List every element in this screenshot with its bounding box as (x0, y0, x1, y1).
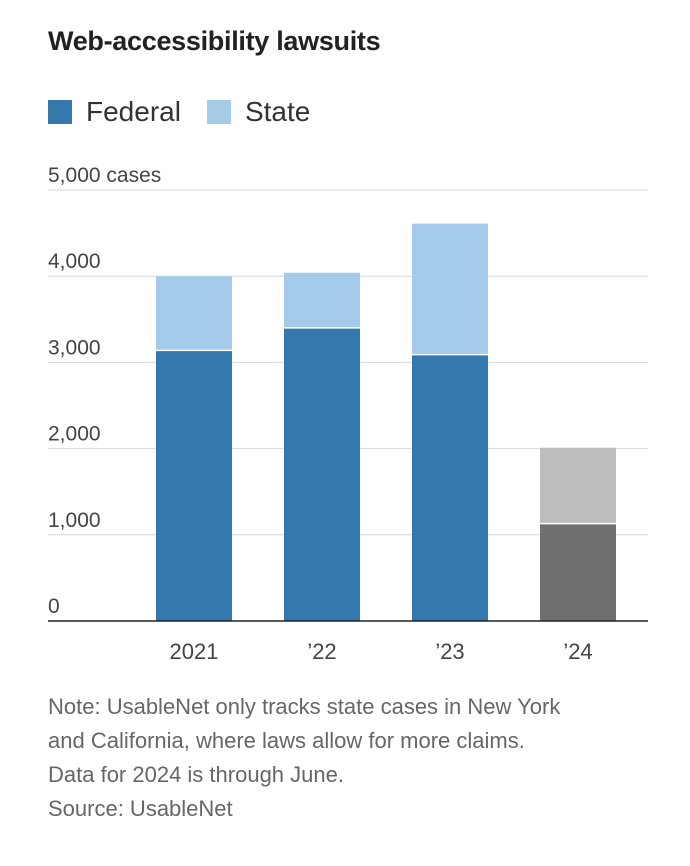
note-line: and California, where laws allow for mor… (48, 728, 525, 753)
bar-state (284, 272, 360, 328)
bar-federal (284, 327, 360, 621)
chart-note: Note: UsableNet only tracks state cases … (48, 690, 658, 826)
source-line: Source: UsableNet (48, 796, 233, 821)
y-tick-label: 1,000 (48, 509, 101, 532)
bar-federal (540, 523, 616, 621)
y-tick-label: 5,000 cases (48, 164, 161, 187)
legend-swatch-federal (48, 100, 72, 124)
x-tick-label: ’22 (307, 639, 336, 664)
bar-state (540, 447, 616, 524)
y-tick-label: 4,000 (48, 250, 101, 273)
legend-swatch-state (206, 100, 231, 124)
legend: Federal State (48, 96, 336, 128)
bar-federal (156, 350, 232, 621)
bar-state (156, 276, 232, 351)
x-tick-label: ’24 (563, 639, 592, 664)
y-tick-label: 2,000 (48, 423, 101, 446)
legend-label-federal: Federal (86, 96, 181, 127)
note-line: Note: UsableNet only tracks state cases … (48, 694, 561, 719)
x-tick-label: ’23 (435, 639, 464, 664)
legend-item-state: State (206, 96, 311, 128)
bar-federal (412, 354, 488, 621)
y-tick-label: 0 (48, 595, 60, 618)
note-line: Data for 2024 is through June. (48, 762, 344, 787)
y-tick-label: 3,000 (48, 336, 101, 359)
legend-item-federal: Federal (48, 96, 181, 128)
stacked-bar-chart: 0 1,000 2,000 3,000 4,000 5,000 cases 2021 ’22 ’… (48, 164, 648, 664)
x-tick-label: 2021 (170, 639, 219, 664)
bar-state (412, 223, 488, 355)
legend-label-state: State (244, 96, 311, 127)
chart-title: Web-accessibility lawsuits (48, 26, 381, 56)
